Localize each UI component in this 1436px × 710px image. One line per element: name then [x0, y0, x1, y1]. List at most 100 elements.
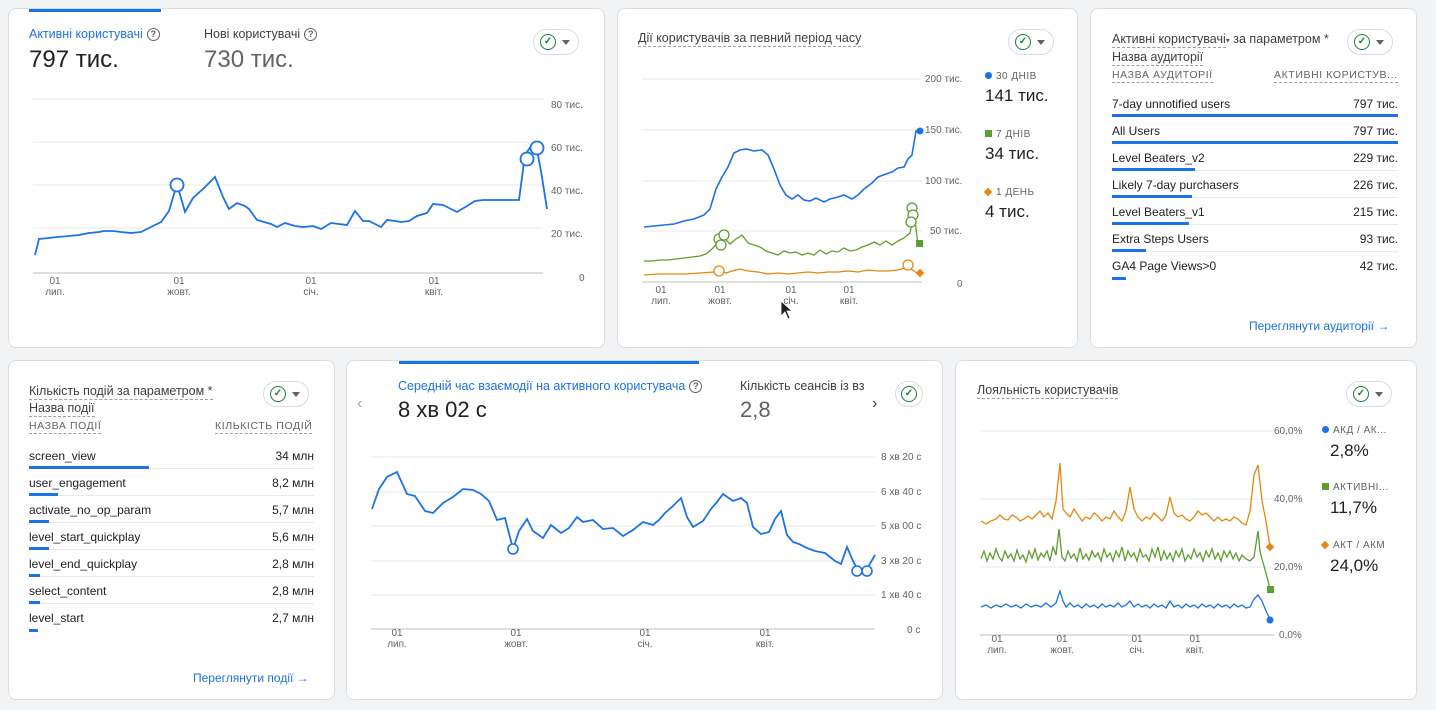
table-row[interactable]: Level Beaters_v1 215 тис. [1112, 198, 1398, 225]
x-tick: 01 лип. [987, 634, 1007, 656]
card-title[interactable]: Лояльність користувачів [977, 383, 1119, 399]
check-circle-icon: ✓ [1354, 34, 1370, 50]
compare-button[interactable]: ✓ [895, 381, 923, 407]
table-row[interactable]: All Users 797 тис. [1112, 117, 1398, 144]
table-row[interactable]: Likely 7-day purchasers 226 тис. [1112, 171, 1398, 198]
y-tick: 6 хв 40 с [881, 487, 922, 498]
new-users-value: 730 тис. [204, 46, 294, 73]
legend-akd-ak[interactable]: АКД / АК... 2,8% [1322, 425, 1387, 461]
column-header[interactable]: КІЛЬКІСТЬ ПОДІЙ [215, 420, 313, 434]
help-icon[interactable]: ? [689, 380, 703, 393]
tab-active-users[interactable]: Активні користувачі? 797 тис. [29, 27, 160, 74]
y-tick: 50 тис. [930, 226, 962, 237]
chevron-down-icon [1376, 39, 1384, 45]
arrow-right-icon: → [1377, 319, 1390, 333]
view-audiences-link[interactable]: Переглянути аудиторії → [1249, 319, 1390, 333]
legend-act-akm[interactable]: АКТ / АКМ 24,0% [1320, 540, 1385, 576]
table-row[interactable]: level_end_quickplay 2,8 млн [29, 550, 314, 577]
anomaly-marker[interactable] [905, 216, 917, 228]
compare-dropdown[interactable]: ✓ [1346, 381, 1392, 407]
diamond-icon [1320, 540, 1330, 550]
anomaly-marker[interactable] [718, 229, 730, 241]
prev-arrow[interactable]: ‹ [357, 395, 363, 412]
tab-active-underline [29, 9, 161, 12]
table-row[interactable]: level_start 2,7 млн [29, 604, 314, 632]
x-tick: 01 січ. [1129, 634, 1145, 656]
legend-active[interactable]: АКТИВНІ... 11,7% [1322, 482, 1389, 518]
anomaly-marker[interactable] [713, 265, 725, 277]
anomaly-marker[interactable] [519, 151, 535, 167]
column-header[interactable]: АКТИВНІ КОРИСТУВ... [1274, 69, 1398, 83]
card-title[interactable]: Активні користувачі▾ за параметром * Наз… [1112, 32, 1329, 66]
engagement-chart [371, 456, 876, 630]
compare-dropdown[interactable]: ✓ [263, 381, 309, 407]
compare-dropdown[interactable]: ✓ [533, 29, 579, 55]
compare-dropdown[interactable]: ✓ [1008, 29, 1054, 55]
legend-value: 11,7% [1330, 498, 1377, 517]
card-title[interactable]: Дії користувачів за певний період часу [638, 31, 862, 47]
column-header[interactable]: НАЗВА ПОДІЇ [29, 420, 102, 434]
circle-icon [1322, 426, 1329, 433]
x-tick: 01 квіт. [424, 276, 444, 298]
anomaly-marker[interactable] [861, 565, 873, 577]
anomaly-marker[interactable] [851, 565, 863, 577]
help-icon[interactable]: ? [304, 28, 318, 41]
table-row[interactable]: GA4 Page Views>0 42 тис. [1112, 252, 1398, 280]
tab-engagement-time[interactable]: Середній час взаємодії на активного кори… [398, 379, 703, 423]
stickiness-chart [980, 430, 1275, 636]
x-tick: 01 лип. [387, 628, 407, 650]
tab-new-users[interactable]: Нові користувачі? 730 тис. [204, 27, 318, 74]
y-tick: 80 тис. [551, 100, 583, 111]
x-tick: 01 січ. [303, 276, 319, 298]
table-row[interactable]: screen_view 34 млн [29, 442, 314, 469]
stickiness-card: Лояльність користувачів ✓ 60,0% 40,0% 20… [955, 360, 1417, 700]
y-tick: 200 тис. [925, 74, 963, 85]
series-akd-ak [980, 588, 1271, 620]
check-circle-icon: ✓ [1015, 34, 1031, 50]
compare-dropdown[interactable]: ✓ [1347, 29, 1393, 55]
next-arrow[interactable]: › [872, 395, 878, 412]
y-tick: 100 тис. [925, 176, 963, 187]
anomaly-marker[interactable] [169, 177, 185, 193]
arrow-right-icon: → [296, 671, 309, 685]
tab-engaged-sessions[interactable]: Кількість сеансів із вз 2,8 [740, 379, 868, 423]
legend-1-day[interactable]: 1 ДЕНЬ 4 тис. [983, 187, 1035, 221]
legend-value: 141 тис. [985, 86, 1049, 105]
help-icon[interactable]: ? [146, 28, 160, 41]
table-row[interactable]: 7-day unnotified users 797 тис. [1112, 90, 1398, 117]
view-events-link[interactable]: Переглянути події → [193, 671, 309, 685]
anomaly-marker[interactable] [507, 543, 519, 555]
column-header[interactable]: НАЗВА АУДИТОРІЇ [1112, 69, 1213, 83]
table-row[interactable]: user_engagement 8,2 млн [29, 469, 314, 496]
tab-active-users-label: Активні користувачі [29, 27, 143, 41]
legend-7-days[interactable]: 7 ДНІВ 34 тис. [985, 129, 1040, 163]
table-row[interactable]: Extra Steps Users 93 тис. [1112, 225, 1398, 252]
square-icon [985, 130, 992, 137]
card-title[interactable]: Кількість подій за параметром * Назва по… [29, 384, 213, 417]
x-tick: 01 лип. [45, 276, 65, 298]
legend-30-days[interactable]: 30 ДНІВ 141 тис. [985, 71, 1049, 105]
diamond-icon [983, 187, 993, 197]
anomaly-marker[interactable] [715, 239, 727, 251]
table-row[interactable]: select_content 2,8 млн [29, 577, 314, 604]
y-tick: 20 тис. [551, 229, 583, 240]
table-row[interactable]: activate_no_op_param 5,7 млн [29, 496, 314, 523]
series-active [980, 528, 1271, 590]
x-tick: 01 лип. [651, 285, 671, 307]
legend-value: 2,8% [1330, 441, 1369, 460]
anomaly-marker[interactable] [529, 140, 545, 156]
check-circle-icon: ✓ [1353, 386, 1369, 402]
active-users-chart [33, 98, 548, 274]
caret-down-icon: ▾ [1225, 36, 1230, 45]
tab-new-users-label: Нові користувачі [204, 27, 301, 41]
anomaly-marker[interactable] [902, 259, 914, 271]
check-circle-icon: ✓ [540, 34, 556, 50]
y-tick: 40,0% [1274, 494, 1303, 505]
legend-value: 24,0% [1330, 556, 1379, 575]
table-row[interactable]: Level Beaters_v2 229 тис. [1112, 144, 1398, 171]
table-row[interactable]: level_start_quickplay 5,6 млн [29, 523, 314, 550]
active-users-line [34, 144, 548, 256]
series-act-endpoint [1265, 542, 1275, 552]
series-act-akm [980, 462, 1271, 548]
y-tick: 40 тис. [551, 186, 583, 197]
